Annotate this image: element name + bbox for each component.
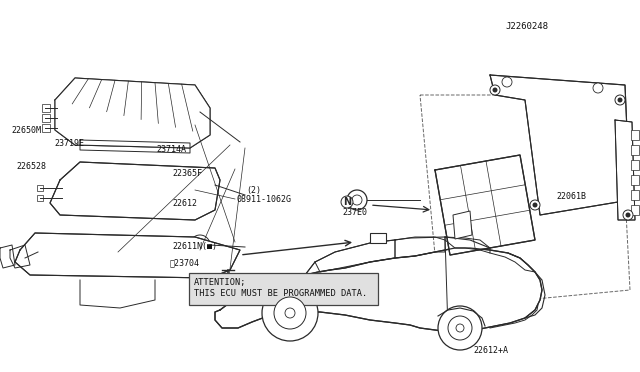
Bar — [189, 273, 378, 305]
Circle shape — [502, 77, 512, 87]
Bar — [631, 160, 639, 170]
Circle shape — [530, 200, 540, 210]
Polygon shape — [215, 248, 542, 332]
Circle shape — [623, 210, 633, 220]
Bar — [42, 114, 50, 122]
Text: ATTENTION;
THIS ECU MUST BE PROGRAMMED DATA.: ATTENTION; THIS ECU MUST BE PROGRAMMED D… — [194, 278, 367, 298]
Circle shape — [532, 202, 538, 208]
Circle shape — [262, 285, 318, 341]
Bar — [90, 178, 108, 190]
Bar — [370, 233, 386, 243]
Circle shape — [490, 85, 500, 95]
Circle shape — [190, 235, 210, 255]
Polygon shape — [55, 78, 210, 148]
Text: 22365F: 22365F — [173, 169, 203, 178]
Polygon shape — [435, 155, 535, 255]
Bar — [631, 190, 639, 200]
Text: 22611N(■): 22611N(■) — [173, 242, 218, 251]
Circle shape — [144, 239, 156, 251]
Bar — [42, 104, 50, 112]
Polygon shape — [50, 162, 220, 220]
Circle shape — [187, 245, 203, 261]
Text: N: N — [343, 197, 351, 207]
Circle shape — [147, 242, 153, 248]
Bar — [631, 145, 639, 155]
Circle shape — [593, 83, 603, 93]
Polygon shape — [490, 75, 630, 215]
Circle shape — [195, 240, 205, 250]
Text: ∲23704: ∲23704 — [170, 259, 200, 267]
Bar — [631, 175, 639, 185]
Bar — [140, 174, 158, 186]
Circle shape — [42, 250, 48, 256]
Bar — [37, 185, 43, 191]
Text: 22061B: 22061B — [557, 192, 587, 201]
Text: (2): (2) — [246, 186, 261, 195]
Bar — [37, 195, 43, 201]
Circle shape — [618, 97, 623, 103]
Text: 23714A: 23714A — [157, 145, 187, 154]
Circle shape — [39, 247, 51, 259]
Bar — [115, 175, 133, 187]
Polygon shape — [615, 120, 635, 220]
Polygon shape — [15, 233, 240, 278]
Bar — [42, 124, 50, 132]
Circle shape — [167, 244, 183, 260]
Circle shape — [274, 297, 306, 329]
Text: J2260248: J2260248 — [506, 22, 548, 31]
Bar — [631, 130, 639, 140]
Circle shape — [438, 306, 482, 350]
Text: 08911-1062G: 08911-1062G — [237, 195, 292, 204]
Circle shape — [493, 87, 497, 93]
Circle shape — [285, 308, 295, 318]
Circle shape — [180, 190, 190, 200]
Circle shape — [84, 242, 96, 254]
Circle shape — [175, 185, 195, 205]
Circle shape — [615, 95, 625, 105]
Bar — [631, 205, 639, 215]
Circle shape — [456, 324, 464, 332]
Polygon shape — [453, 211, 472, 239]
Bar — [165, 173, 183, 185]
Circle shape — [87, 245, 93, 251]
Circle shape — [352, 195, 362, 205]
Text: 22612: 22612 — [173, 199, 198, 208]
Text: 237E0: 237E0 — [342, 208, 367, 217]
Circle shape — [448, 316, 472, 340]
Text: 23719E: 23719E — [54, 140, 84, 148]
Text: 22612+A: 22612+A — [474, 346, 509, 355]
Text: 22650M: 22650M — [12, 126, 42, 135]
Text: 226528: 226528 — [16, 162, 46, 171]
Circle shape — [347, 190, 367, 210]
Circle shape — [625, 212, 630, 218]
